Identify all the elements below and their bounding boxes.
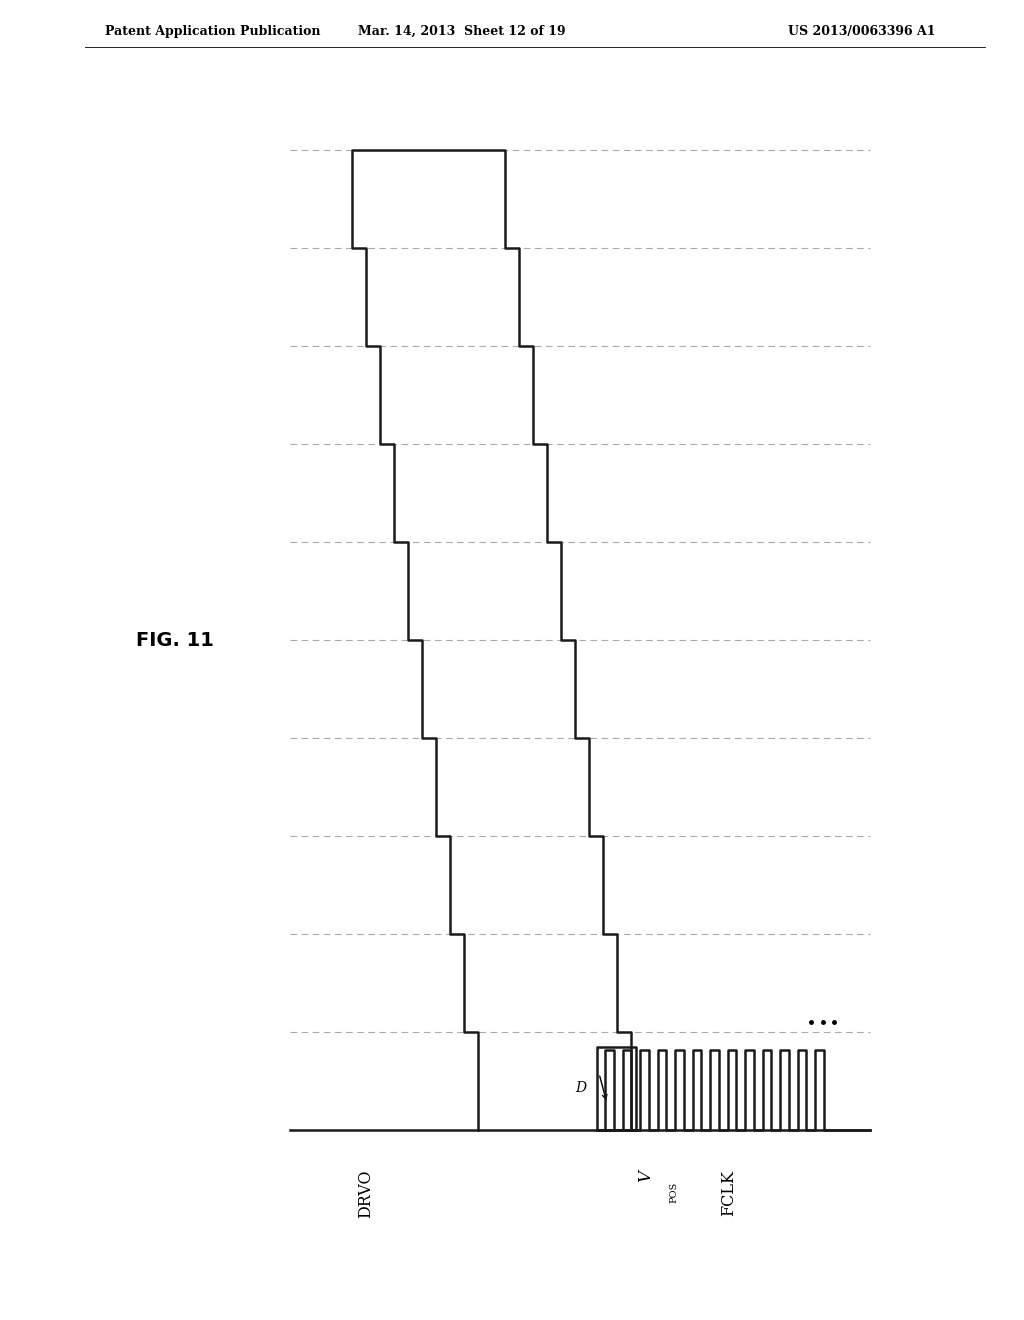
Text: Patent Application Publication: Patent Application Publication: [105, 25, 321, 38]
Text: D: D: [575, 1081, 587, 1096]
Text: POS: POS: [670, 1181, 679, 1204]
Text: FIG. 11: FIG. 11: [136, 631, 214, 649]
Text: US 2013/0063396 A1: US 2013/0063396 A1: [787, 25, 935, 38]
Text: FCLK: FCLK: [720, 1170, 737, 1216]
Text: DRVO: DRVO: [357, 1170, 375, 1218]
Text: Mar. 14, 2013  Sheet 12 of 19: Mar. 14, 2013 Sheet 12 of 19: [358, 25, 566, 38]
Text: V: V: [638, 1170, 654, 1181]
